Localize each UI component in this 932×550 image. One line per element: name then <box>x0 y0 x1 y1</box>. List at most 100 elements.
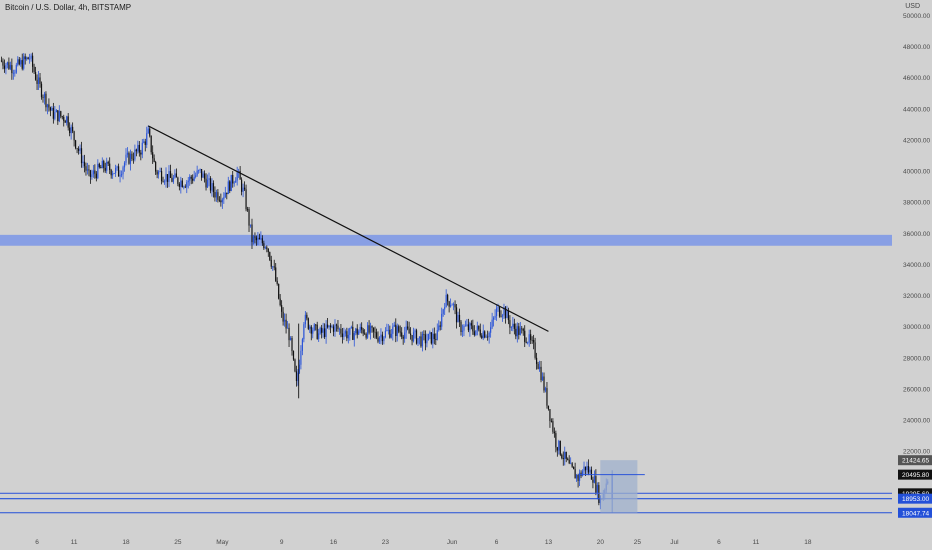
price-label-box <box>898 507 932 518</box>
candle-body <box>95 173 97 179</box>
candle-body <box>159 171 161 172</box>
candle-body <box>258 237 260 240</box>
candle-body <box>441 313 443 327</box>
candle-body <box>463 325 465 331</box>
candle-body <box>156 171 158 175</box>
trendline[interactable] <box>147 125 549 332</box>
candle-body <box>169 171 172 178</box>
candle-body <box>174 173 176 178</box>
candle-body <box>42 97 44 99</box>
candle-body <box>230 174 232 192</box>
candle-body <box>23 56 25 69</box>
candle-body <box>501 315 504 317</box>
candle-body <box>472 325 474 332</box>
candle-body <box>587 466 590 473</box>
x-tick-label: 23 <box>382 539 390 546</box>
candle-body <box>570 463 572 465</box>
candle-body <box>353 333 355 340</box>
candle-body <box>592 479 594 483</box>
candle-body <box>578 472 581 481</box>
candle-body <box>460 321 462 333</box>
candle-body <box>46 104 49 108</box>
candle-body <box>242 187 244 192</box>
candle-body <box>119 175 121 177</box>
candle-body <box>519 328 521 335</box>
candle-body <box>123 162 126 168</box>
candle-body <box>92 170 94 175</box>
candle-body <box>138 144 140 153</box>
candle-body <box>315 324 317 326</box>
candle-body <box>321 327 323 333</box>
candle-body <box>509 320 511 328</box>
candle-body <box>429 332 431 334</box>
candle-body <box>439 325 441 327</box>
candle-body <box>12 72 14 74</box>
candle-body <box>203 173 206 179</box>
candle-body <box>266 247 268 249</box>
candle-body <box>195 175 197 177</box>
candle-body <box>568 459 570 464</box>
candle-body <box>211 183 213 191</box>
candle-body <box>115 167 117 174</box>
candle-body <box>497 307 499 309</box>
candle-body <box>549 409 551 421</box>
candle-body <box>281 305 283 312</box>
y-tick-label: 24000.00 <box>903 418 930 425</box>
candle-body <box>32 55 34 67</box>
price-label: 21424.65 <box>902 458 929 465</box>
candle-body <box>184 186 186 188</box>
candle-body <box>45 93 47 108</box>
candle-body <box>11 65 13 74</box>
candle-body <box>538 366 541 369</box>
candle-body <box>206 179 209 188</box>
candle-body <box>559 440 561 455</box>
price-label-box <box>898 493 932 504</box>
candle-body <box>447 294 449 302</box>
candle-body <box>476 325 478 331</box>
candle-body <box>485 336 487 338</box>
x-tick-label: 6 <box>717 539 721 546</box>
candle-body <box>101 161 103 169</box>
candle-body <box>312 330 314 334</box>
candle-body <box>452 304 455 306</box>
candle-body <box>589 469 591 473</box>
candle-body <box>598 485 600 504</box>
candle-body <box>349 327 351 335</box>
candle-body <box>310 326 312 334</box>
candle-body <box>91 174 93 178</box>
candle-body <box>285 319 287 329</box>
candle-body <box>30 55 32 59</box>
candle-body <box>6 62 9 65</box>
candle-body <box>275 267 277 281</box>
candle-body <box>297 372 299 382</box>
candle-body <box>358 331 360 335</box>
candle-body <box>226 192 228 195</box>
position-box[interactable] <box>600 460 638 513</box>
candle-body <box>367 325 369 338</box>
candle-body <box>593 476 595 483</box>
candle-body <box>223 197 225 200</box>
candle-body <box>478 325 480 330</box>
candle-body <box>380 334 382 338</box>
candle-body <box>183 186 185 188</box>
candle-body <box>193 176 195 181</box>
candle-body <box>261 238 263 244</box>
candle-body <box>494 315 496 318</box>
price-label-box <box>898 455 932 466</box>
candle-body <box>475 330 477 335</box>
candle-body <box>451 304 453 306</box>
candle-body <box>595 476 597 493</box>
candle-body <box>556 447 558 451</box>
candle-body <box>51 107 53 111</box>
y-tick-label: 34000.00 <box>903 262 930 269</box>
candle-body <box>346 331 348 339</box>
candle-body <box>362 329 364 334</box>
candle-body <box>414 330 416 333</box>
candle-body <box>586 466 588 471</box>
candle-body <box>155 161 157 172</box>
candle-body <box>116 166 118 168</box>
candle-body <box>254 236 256 238</box>
candle-body <box>33 66 35 73</box>
